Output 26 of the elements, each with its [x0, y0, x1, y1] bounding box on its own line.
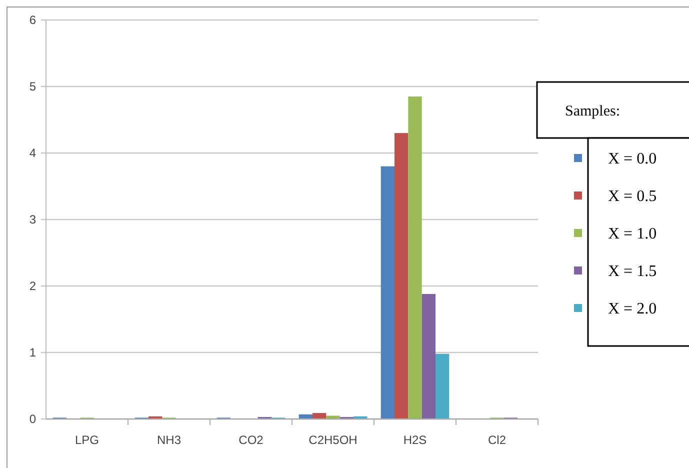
legend-label: X = 1.0 [608, 226, 657, 243]
y-tick-label: 0 [29, 412, 36, 426]
x-tick-label: Cl2 [488, 433, 506, 447]
y-tick-label: 6 [29, 13, 36, 28]
x-tick-label: NH3 [156, 433, 182, 447]
bar [422, 294, 436, 419]
legend-label: X = 0.0 [608, 150, 657, 168]
bar [326, 416, 340, 419]
y-tick-label: 1 [29, 346, 36, 360]
x-tick-label: H2S [403, 433, 427, 447]
y-tick-label: 4 [29, 146, 36, 160]
y-tick-label: 3 [29, 212, 36, 227]
legend-title: Samples: [565, 103, 620, 120]
legend-label: X = 2.0 [608, 300, 657, 318]
bar [436, 354, 450, 419]
y-tick-label: 2 [29, 279, 36, 294]
bar [380, 166, 394, 419]
bar [312, 413, 326, 419]
x-tick-label: CO2 [238, 433, 264, 447]
bar [408, 96, 422, 419]
legend-label: X = 1.5 [608, 263, 657, 280]
y-tick-label: 5 [29, 80, 36, 94]
x-tick-label: LPG [74, 433, 100, 447]
legend-label: X = 0.5 [608, 188, 657, 206]
x-tick-label: C2H5OH [308, 433, 358, 447]
bar [394, 133, 408, 419]
